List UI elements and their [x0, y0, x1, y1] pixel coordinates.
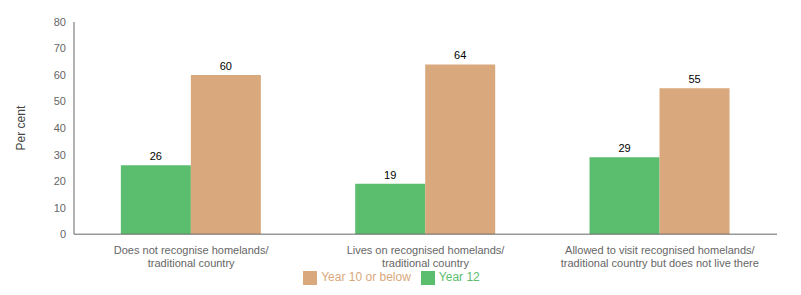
svg-text:60: 60	[220, 60, 232, 72]
svg-text:0: 0	[60, 228, 66, 240]
svg-text:80: 80	[54, 16, 66, 28]
svg-text:26: 26	[150, 150, 162, 162]
svg-text:Per cent: Per cent	[14, 105, 28, 150]
svg-text:20: 20	[54, 175, 66, 187]
svg-text:Lives on recognised homelands/: Lives on recognised homelands/traditiona…	[347, 244, 506, 269]
svg-text:70: 70	[54, 42, 66, 54]
svg-text:50: 50	[54, 95, 66, 107]
svg-text:40: 40	[54, 122, 66, 134]
svg-text:Allowed to visit recognised ho: Allowed to visit recognised homelands/tr…	[561, 244, 759, 269]
svg-text:29: 29	[618, 142, 630, 154]
svg-text:55: 55	[688, 73, 700, 85]
html-text:Year 12: Year 12	[438, 270, 480, 285]
svg-text:19: 19	[384, 169, 396, 181]
svg-text:10: 10	[54, 202, 66, 214]
html-text:Year 10 or below: Year 10 or below	[321, 270, 411, 285]
svg-text:64: 64	[454, 49, 466, 61]
svg-text:30: 30	[54, 149, 66, 161]
svg-text:Does not recognise homelands/t: Does not recognise homelands/traditional…	[114, 244, 270, 269]
svg-text:60: 60	[54, 69, 66, 81]
